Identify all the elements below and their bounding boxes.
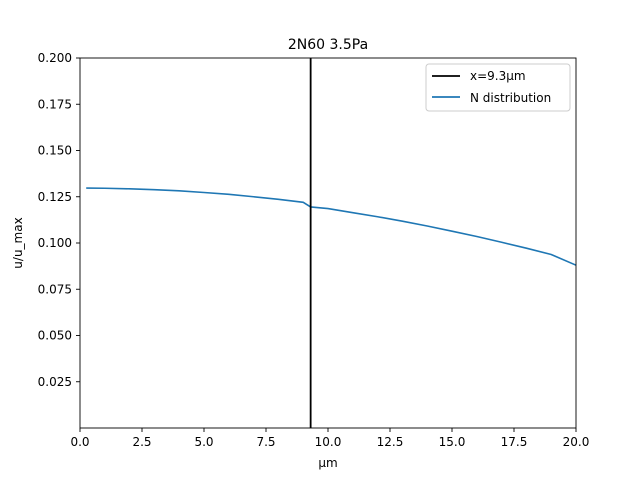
legend: x=9.3µm N distribution — [425, 63, 571, 112]
legend-vline-label: x=9.3µm — [470, 69, 526, 83]
axis-ticks: 0.0 2.5 5.0 7.5 10.0 12.5 15.0 17.5 20.0 0.025 0.0… — [38, 51, 590, 449]
x-tick-label: 17.5 — [501, 435, 528, 449]
y-tick-label: 0.100 — [38, 236, 72, 250]
y-tick-label: 0.200 — [38, 51, 72, 65]
x-tick-label: 0.0 — [70, 435, 89, 449]
y-tick-label: 0.150 — [38, 144, 72, 158]
x-tick-label: 10.0 — [315, 435, 342, 449]
x-axis-label: µm — [318, 456, 337, 470]
x-tick-label: 15.0 — [439, 435, 466, 449]
x-tick-label: 5.0 — [194, 435, 213, 449]
chart-title: 2N60 3.5Pa — [288, 37, 368, 53]
y-tick-label: 0.075 — [38, 282, 72, 296]
y-tick-label: 0.025 — [38, 375, 72, 389]
y-tick-label: 0.125 — [38, 190, 72, 204]
y-tick-label: 0.175 — [38, 97, 72, 111]
series-line-0 — [86, 187, 577, 266]
x-tick-label: 2.5 — [132, 435, 151, 449]
x-tick-label: 7.5 — [256, 435, 275, 449]
legend-box — [425, 63, 571, 112]
y-tick-label: 0.050 — [38, 329, 72, 343]
x-tick-label: 20.0 — [563, 435, 590, 449]
y-axis-label: u/u_max — [11, 217, 25, 268]
legend-series-label: N distribution — [470, 91, 551, 105]
x-tick-label: 12.5 — [377, 435, 404, 449]
